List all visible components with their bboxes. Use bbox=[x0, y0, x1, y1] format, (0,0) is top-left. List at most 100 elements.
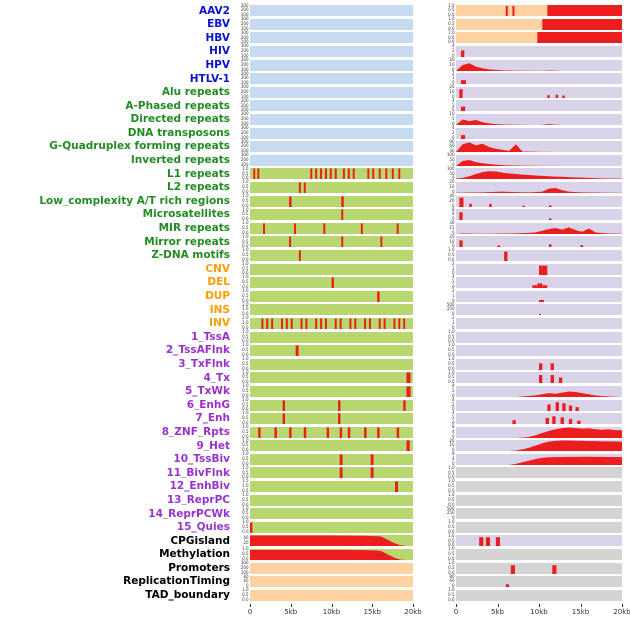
signal-bar bbox=[354, 318, 357, 329]
track-panel-right bbox=[456, 263, 622, 275]
track-panel-left bbox=[250, 494, 413, 506]
signal-bar bbox=[331, 277, 334, 289]
signal-bar bbox=[341, 196, 344, 207]
y-axis-ticks: 1.0 0.5 0.0 bbox=[448, 532, 455, 548]
track-row-l2-repeats: L2 repeats 1.0 0.5 0.0 20 10 0 bbox=[0, 180, 630, 195]
signal-bar bbox=[537, 283, 543, 289]
track-panel-right bbox=[456, 46, 622, 58]
y-axis-ticks: 1.0 0.5 0.0 bbox=[448, 247, 455, 262]
x-axis-tick bbox=[497, 604, 499, 608]
track-panel-right bbox=[456, 100, 622, 112]
track-panel-right bbox=[456, 589, 622, 601]
signal-bar bbox=[406, 386, 411, 397]
track-panel-left bbox=[250, 195, 413, 207]
track-panel-left bbox=[250, 589, 413, 601]
signal-bar bbox=[298, 182, 301, 194]
y-axis-ticks: 1.0 0.5 0.0 bbox=[242, 206, 249, 222]
signal-bar bbox=[339, 454, 343, 465]
signal-bar bbox=[558, 377, 563, 384]
x-axis-tick bbox=[290, 604, 292, 608]
track-row-cnv: CNV 1.0 0.5 0.0 2 1 0 bbox=[0, 260, 630, 276]
x-axis-label: 20kb bbox=[404, 608, 422, 617]
y-axis-ticks: 80 40 0 bbox=[243, 573, 249, 589]
signal-bar bbox=[338, 399, 341, 411]
signal-bar bbox=[555, 94, 559, 98]
y-axis-ticks: 1.0 0.5 0.0 bbox=[242, 505, 249, 521]
y-axis-ticks: 1.0 0.5 0.0 bbox=[448, 29, 455, 45]
y-axis-ticks: 1.0 0.5 0.0 bbox=[242, 342, 249, 358]
track-row-1-tssa: 1_TssA 1.0 0.5 0.0 1.0 0.5 0.0 bbox=[0, 329, 630, 344]
track-panel-left bbox=[250, 453, 413, 465]
track-row-dup: DUP 1.0 0.5 0.0 2 1 0 bbox=[0, 288, 630, 303]
track-panel-left bbox=[250, 317, 413, 329]
signal-bar bbox=[341, 236, 344, 248]
signal-bar bbox=[460, 50, 465, 58]
y-axis-ticks: 1.0 0.5 0.0 bbox=[242, 247, 249, 262]
signal-bar bbox=[512, 420, 516, 425]
track-panel-right bbox=[456, 372, 622, 384]
signal-bar bbox=[342, 168, 345, 180]
track-panel-left bbox=[250, 222, 413, 234]
track-panel-left bbox=[250, 209, 413, 221]
y-axis-ticks: 1.0 0.5 0.0 bbox=[242, 451, 249, 466]
track-row-directed-repeats: Directed repeats 300 200 100 10 5 0 bbox=[0, 112, 630, 127]
track-panel-right bbox=[456, 521, 622, 533]
y-axis-ticks: 100 50 0 bbox=[446, 152, 455, 167]
y-axis-ticks: 1.0 0.5 0.0 bbox=[448, 478, 455, 493]
track-panel-right bbox=[456, 114, 622, 126]
track-panel-right bbox=[456, 535, 622, 547]
signal-bar bbox=[547, 403, 551, 411]
track-panel-left bbox=[250, 385, 413, 397]
signal-bar bbox=[378, 168, 381, 180]
signal-bar bbox=[545, 418, 549, 425]
track-panel-right bbox=[456, 549, 622, 561]
signal-bar bbox=[406, 372, 411, 384]
signal-bar bbox=[300, 318, 303, 329]
y-axis-ticks: 1.0 0.5 0.0 bbox=[242, 356, 249, 371]
track-row-mir-repeats: MIR repeats 1.0 0.5 0.0 30 15 0 bbox=[0, 220, 630, 236]
x-axis-tick bbox=[580, 604, 582, 608]
track-label: Methylation bbox=[159, 549, 230, 560]
signal-bar bbox=[380, 236, 383, 248]
signal-bar bbox=[459, 197, 464, 207]
track-label: HTLV-1 bbox=[189, 73, 230, 85]
track-label: 10_TssBiv bbox=[173, 454, 230, 465]
y-axis-ticks: 1.0 0.5 0.0 bbox=[448, 559, 455, 575]
y-axis-ticks: 1.0 0.5 0.0 bbox=[242, 587, 249, 602]
track-panel-left bbox=[250, 46, 413, 58]
track-panel-right bbox=[456, 195, 622, 207]
track-label: HBV bbox=[205, 32, 231, 44]
signal-bar bbox=[398, 318, 401, 329]
signal-area bbox=[456, 427, 622, 438]
signal-bar bbox=[338, 413, 341, 425]
signal-bar bbox=[505, 584, 510, 588]
track-panel-left bbox=[250, 73, 413, 85]
signal-area bbox=[456, 119, 622, 126]
signal-bar bbox=[522, 205, 525, 207]
track-label: DUP bbox=[205, 291, 230, 302]
signal-bar bbox=[324, 318, 327, 329]
x-axis-tick bbox=[539, 604, 540, 608]
signal-bar bbox=[320, 168, 323, 180]
signal-bar bbox=[370, 454, 374, 465]
y-axis-ticks: 1.0 0.5 0.0 bbox=[242, 220, 249, 235]
track-panel-right bbox=[456, 399, 622, 411]
track-row-methylation: Methylation 1.0 0.5 0.0 1.0 0.5 0.0 bbox=[0, 547, 630, 562]
track-panel-right bbox=[456, 209, 622, 221]
signal-bar bbox=[367, 168, 370, 180]
track-panel-right bbox=[456, 154, 622, 166]
y-axis-ticks: 300 200 100 bbox=[240, 2, 249, 18]
track-label: Directed repeats bbox=[130, 114, 230, 125]
track-row-a-phased-repeats: A-Phased repeats 300 200 100 4 2 0 bbox=[0, 98, 630, 113]
signal-bar bbox=[339, 467, 343, 479]
signal-area bbox=[456, 171, 622, 180]
signal-bar bbox=[263, 223, 265, 234]
track-panel-right bbox=[456, 168, 622, 180]
signal-bar bbox=[504, 251, 508, 261]
track-panel-left bbox=[250, 182, 413, 194]
signal-bar bbox=[253, 168, 256, 180]
